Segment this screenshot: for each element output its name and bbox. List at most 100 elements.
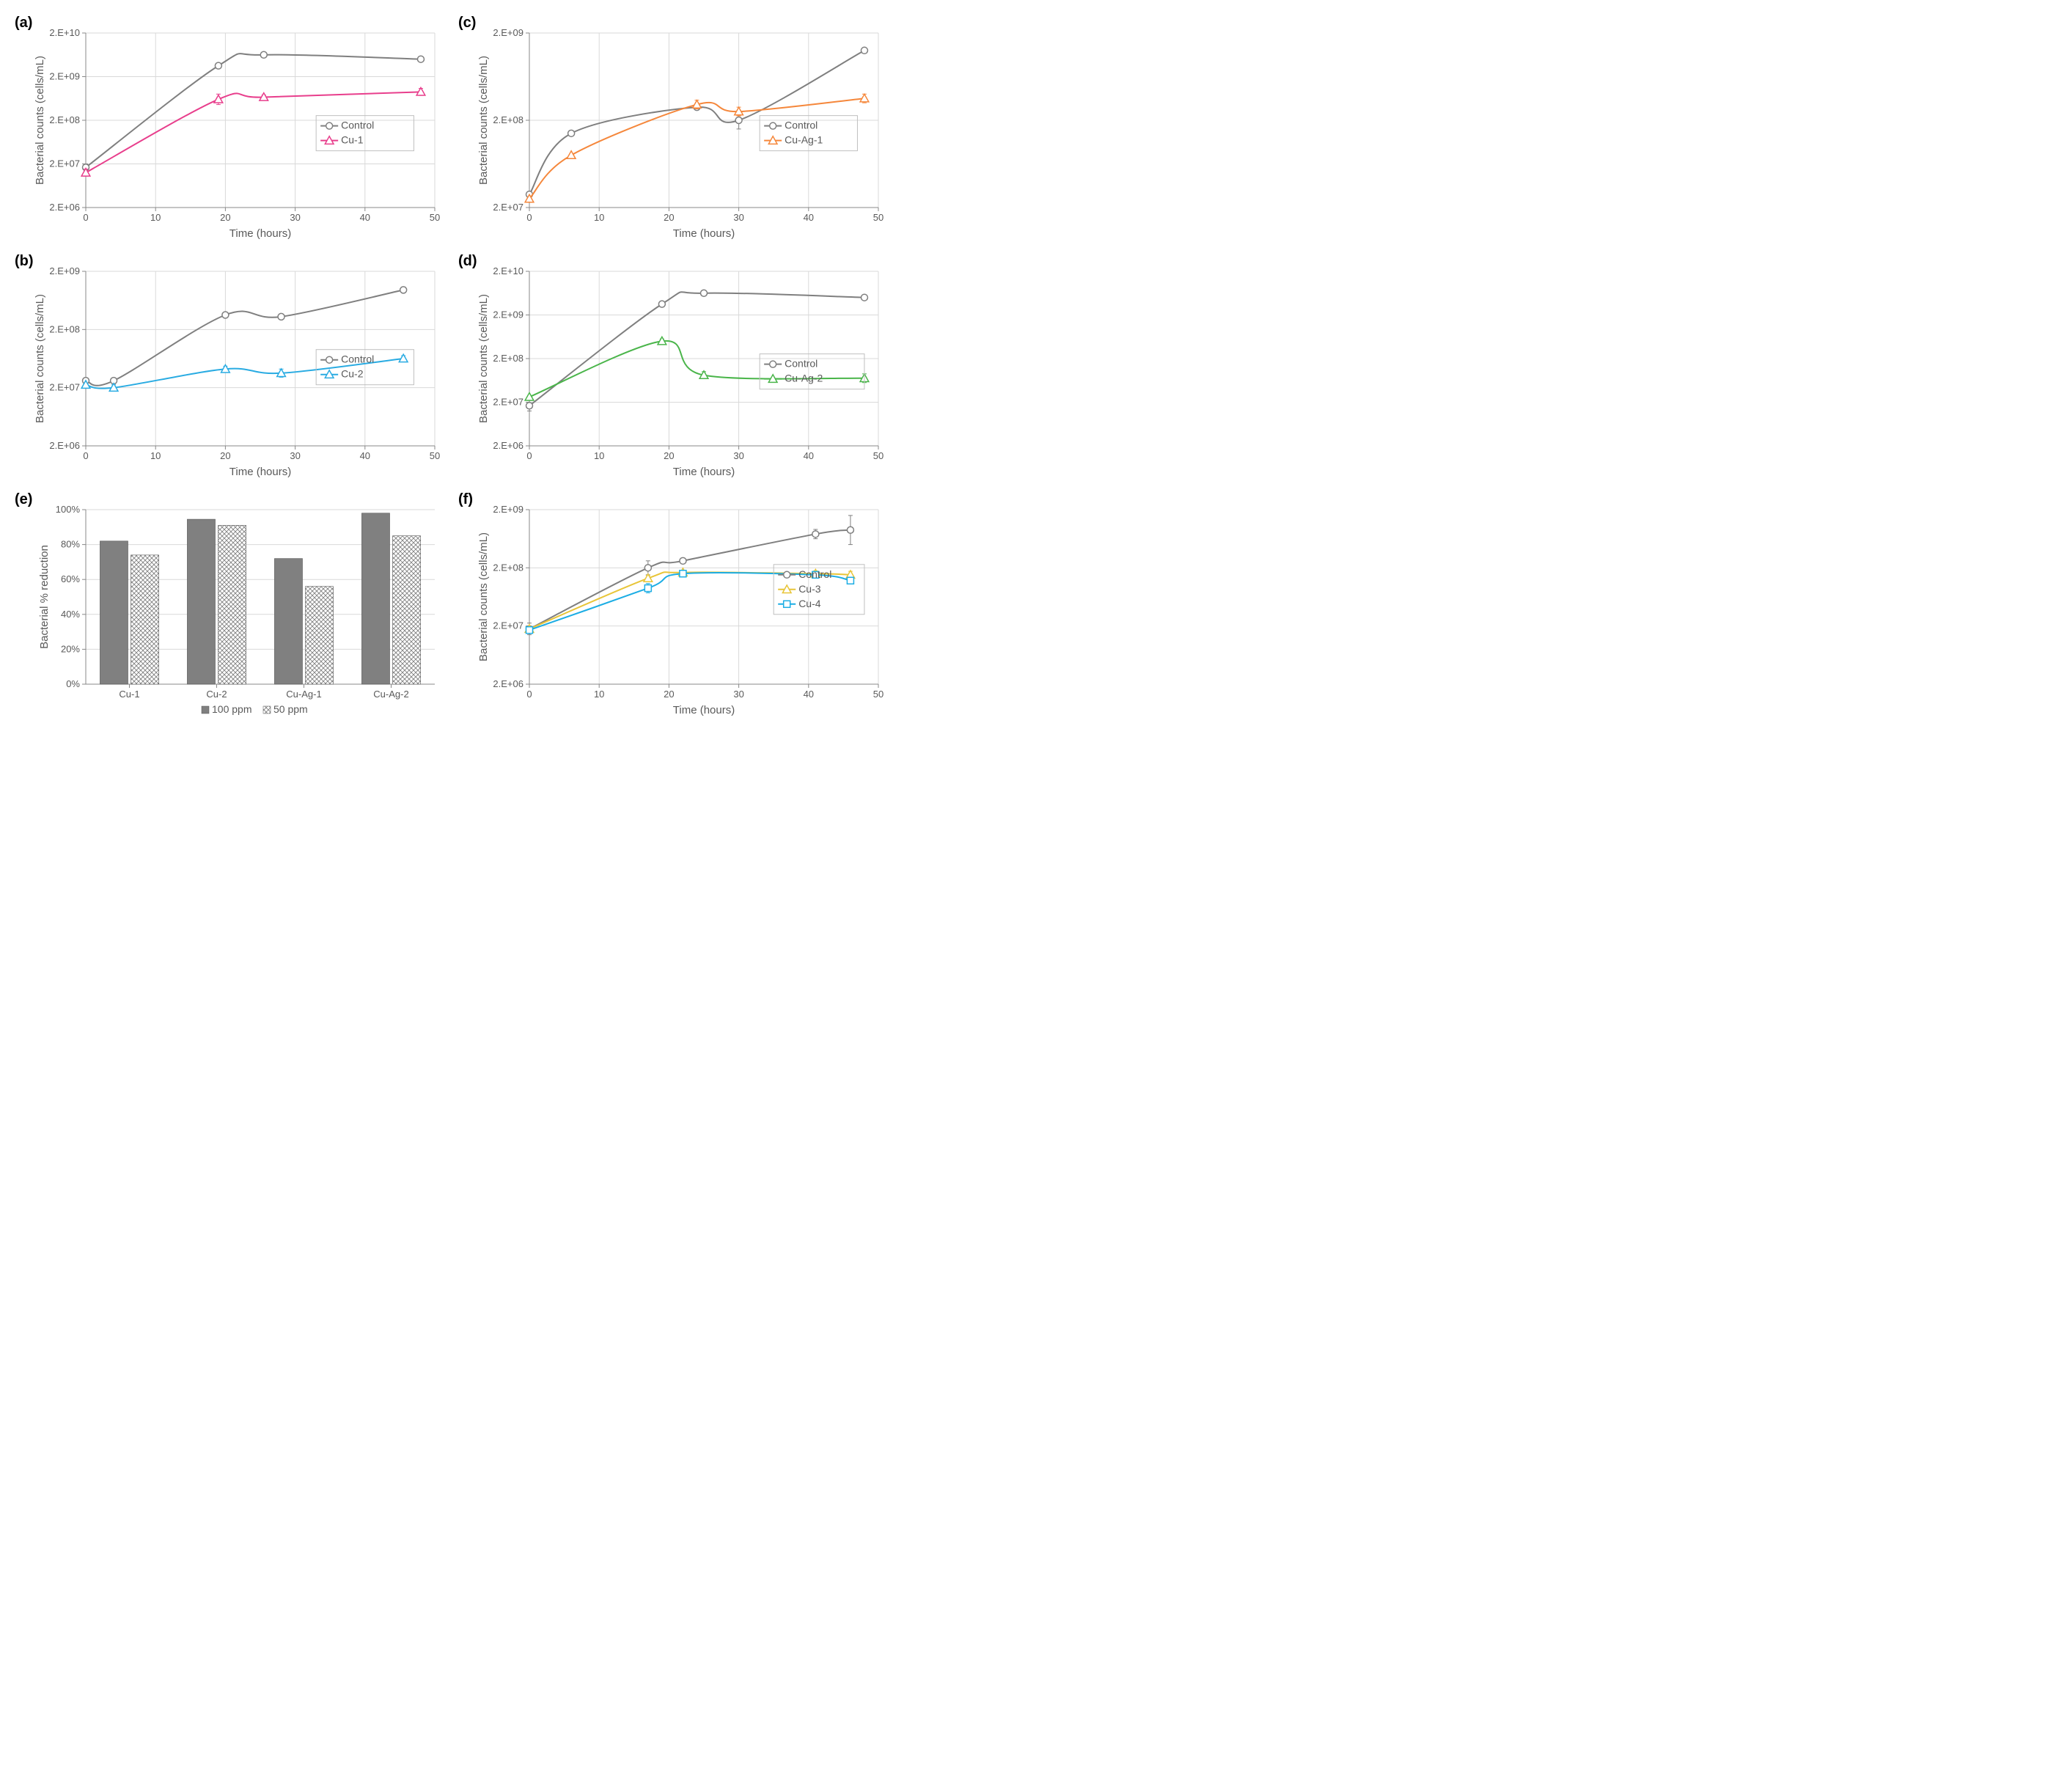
svg-text:2.E+06: 2.E+06 <box>493 440 523 451</box>
svg-text:0: 0 <box>526 689 532 700</box>
svg-text:40: 40 <box>804 450 814 461</box>
svg-text:100%: 100% <box>56 504 81 515</box>
svg-text:2.E+10: 2.E+10 <box>493 265 523 276</box>
bar <box>187 519 215 684</box>
panel-e: (e)0%20%40%60%80%100%Bacterial % reducti… <box>15 491 451 738</box>
legend-label: Control <box>341 353 374 365</box>
svg-text:2.E+06: 2.E+06 <box>49 440 80 451</box>
legend-label: Cu-2 <box>341 368 364 380</box>
svg-text:Time (hours): Time (hours) <box>673 466 735 478</box>
svg-text:30: 30 <box>733 450 743 461</box>
chart-wrap: 2.E+062.E+072.E+082.E+092.E+100102030405… <box>477 264 894 484</box>
svg-text:2.E+09: 2.E+09 <box>493 309 523 320</box>
svg-text:2.E+09: 2.E+09 <box>493 27 523 38</box>
chart-svg: 2.E+062.E+072.E+082.E+0901020304050Time … <box>33 264 444 484</box>
svg-text:2.E+10: 2.E+10 <box>49 27 80 38</box>
panel-label: (f) <box>458 491 473 508</box>
category-label: Cu-Ag-2 <box>373 689 408 700</box>
svg-text:10: 10 <box>594 689 604 700</box>
legend-label: Cu-Ag-1 <box>785 134 823 146</box>
bar <box>100 541 128 684</box>
svg-text:10: 10 <box>150 450 161 461</box>
svg-text:20: 20 <box>664 450 674 461</box>
panel-label: (e) <box>15 491 32 508</box>
svg-text:10: 10 <box>594 212 604 223</box>
svg-text:80%: 80% <box>61 539 80 550</box>
legend-label: Control <box>785 120 818 131</box>
panel-a: (a)2.E+062.E+072.E+082.E+092.E+100102030… <box>15 15 451 246</box>
legend-swatch <box>263 706 271 714</box>
series-line <box>529 292 864 406</box>
svg-text:2.E+07: 2.E+07 <box>493 397 523 408</box>
category-label: Cu-1 <box>119 689 139 700</box>
bar <box>131 555 159 684</box>
panel-b: (b)2.E+062.E+072.E+082.E+0901020304050Ti… <box>15 253 451 484</box>
svg-text:40: 40 <box>360 212 370 223</box>
svg-text:20: 20 <box>664 689 674 700</box>
panel-d: (d)2.E+062.E+072.E+082.E+092.E+100102030… <box>458 253 894 484</box>
svg-text:2.E+08: 2.E+08 <box>493 353 523 364</box>
svg-text:2.E+07: 2.E+07 <box>49 382 80 393</box>
svg-text:Time (hours): Time (hours) <box>673 227 735 240</box>
svg-text:20: 20 <box>664 212 674 223</box>
chart-wrap: 2.E+062.E+072.E+082.E+0901020304050Time … <box>477 502 894 722</box>
svg-text:Time (hours): Time (hours) <box>673 704 735 716</box>
panel-label: (c) <box>458 15 476 32</box>
svg-text:50: 50 <box>430 212 440 223</box>
svg-text:40: 40 <box>804 212 814 223</box>
svg-text:2.E+09: 2.E+09 <box>493 504 523 515</box>
svg-text:20: 20 <box>220 450 230 461</box>
chart-wrap: 2.E+062.E+072.E+082.E+0901020304050Time … <box>33 264 451 484</box>
chart-svg: 2.E+062.E+072.E+082.E+0901020304050Time … <box>477 502 887 722</box>
svg-text:30: 30 <box>290 450 300 461</box>
legend-label: Cu-Ag-2 <box>785 373 823 384</box>
chart-wrap: 0%20%40%60%80%100%Bacterial % reductionC… <box>33 502 451 738</box>
svg-text:40%: 40% <box>61 609 80 620</box>
chart-svg: 2.E+072.E+082.E+0901020304050Time (hours… <box>477 26 887 246</box>
chart-wrap: 2.E+072.E+082.E+0901020304050Time (hours… <box>477 26 894 246</box>
panel-f: (f)2.E+062.E+072.E+082.E+0901020304050Ti… <box>458 491 894 738</box>
svg-text:2.E+06: 2.E+06 <box>493 678 523 689</box>
bar <box>306 587 334 684</box>
series-line <box>529 98 864 199</box>
svg-text:2.E+06: 2.E+06 <box>49 202 80 213</box>
chart-svg: 0%20%40%60%80%100%Bacterial % reductionC… <box>33 502 444 738</box>
svg-text:50: 50 <box>430 450 440 461</box>
svg-text:2.E+07: 2.E+07 <box>493 620 523 631</box>
chart-svg: 2.E+062.E+072.E+082.E+092.E+100102030405… <box>33 26 444 246</box>
svg-text:50: 50 <box>873 450 883 461</box>
svg-text:40: 40 <box>360 450 370 461</box>
panel-c: (c)2.E+072.E+082.E+0901020304050Time (ho… <box>458 15 894 246</box>
svg-text:2.E+09: 2.E+09 <box>49 71 80 82</box>
legend-label: Cu-3 <box>798 583 821 595</box>
svg-text:20: 20 <box>220 212 230 223</box>
series-line <box>86 92 421 172</box>
svg-text:50: 50 <box>873 212 883 223</box>
svg-text:Time (hours): Time (hours) <box>229 466 291 478</box>
chart-svg: 2.E+062.E+072.E+082.E+092.E+100102030405… <box>477 264 887 484</box>
svg-text:Bacterial counts (cells/mL): Bacterial counts (cells/mL) <box>34 294 46 423</box>
svg-text:50: 50 <box>873 689 883 700</box>
legend-label: 100 ppm <box>212 703 251 715</box>
bar <box>393 536 421 684</box>
svg-text:Bacterial counts (cells/mL): Bacterial counts (cells/mL) <box>477 56 490 185</box>
chart-wrap: 2.E+062.E+072.E+082.E+092.E+100102030405… <box>33 26 451 246</box>
series-line <box>86 54 421 167</box>
panel-label: (d) <box>458 253 477 270</box>
panel-label: (b) <box>15 253 34 270</box>
svg-text:40: 40 <box>804 689 814 700</box>
svg-text:0: 0 <box>526 450 532 461</box>
legend-label: Control <box>785 358 818 370</box>
svg-text:20%: 20% <box>61 643 80 654</box>
legend-label: Control <box>341 120 374 131</box>
bar <box>274 559 302 684</box>
svg-text:2.E+08: 2.E+08 <box>49 323 80 334</box>
svg-text:0: 0 <box>83 212 88 223</box>
bar <box>218 525 246 684</box>
legend-label: Control <box>798 568 831 580</box>
svg-text:2.E+07: 2.E+07 <box>49 158 80 169</box>
legend-label: Cu-1 <box>341 134 364 146</box>
svg-text:Bacterial % reduction: Bacterial % reduction <box>38 545 51 649</box>
svg-text:2.E+07: 2.E+07 <box>493 202 523 213</box>
svg-text:2.E+09: 2.E+09 <box>49 265 80 276</box>
